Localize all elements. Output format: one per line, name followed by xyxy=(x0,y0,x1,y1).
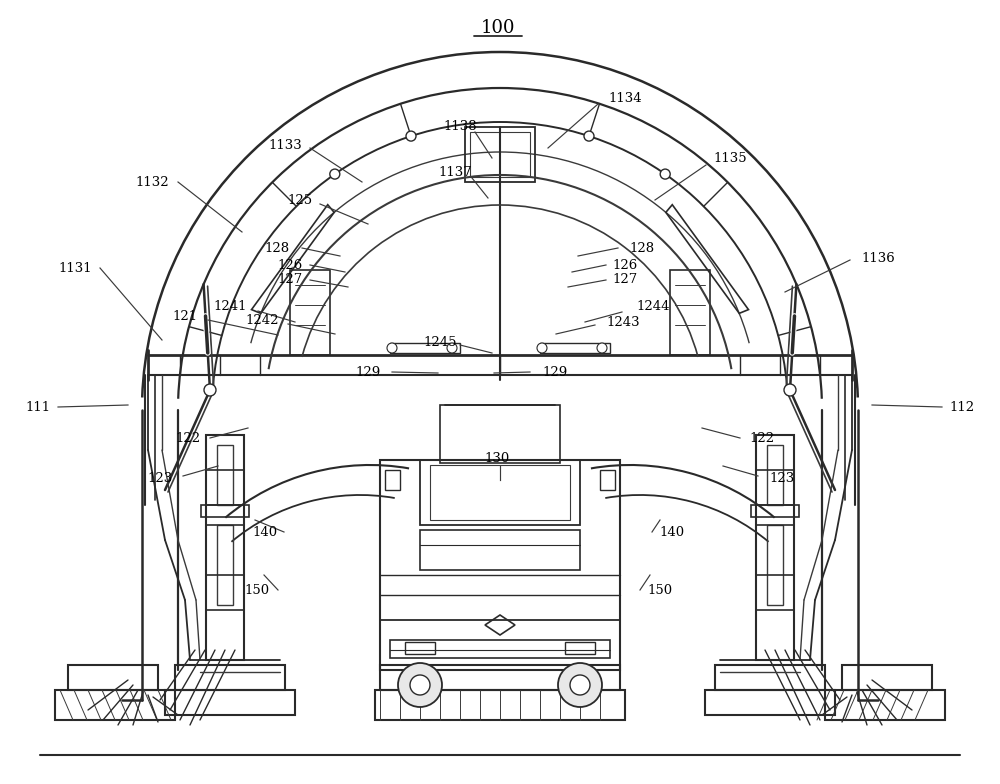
Text: 1132: 1132 xyxy=(135,176,169,188)
Text: 121: 121 xyxy=(172,310,198,322)
Bar xyxy=(565,642,595,654)
Text: 1241: 1241 xyxy=(213,299,247,313)
Text: 122: 122 xyxy=(175,431,201,445)
Text: 123: 123 xyxy=(769,471,795,485)
Text: 1138: 1138 xyxy=(443,119,477,132)
Text: 129: 129 xyxy=(542,365,568,379)
Circle shape xyxy=(584,131,594,141)
Bar xyxy=(390,343,460,353)
Text: 126: 126 xyxy=(277,259,303,271)
Circle shape xyxy=(406,131,416,141)
Text: 126: 126 xyxy=(612,259,638,271)
Bar xyxy=(206,435,244,660)
Circle shape xyxy=(447,343,457,353)
Circle shape xyxy=(410,675,430,695)
Text: 128: 128 xyxy=(629,241,655,255)
Circle shape xyxy=(558,663,602,707)
Circle shape xyxy=(330,169,340,179)
Circle shape xyxy=(398,663,442,707)
Text: 1244: 1244 xyxy=(636,299,670,313)
Text: 150: 150 xyxy=(244,583,270,597)
Circle shape xyxy=(660,169,670,179)
Text: 122: 122 xyxy=(749,431,775,445)
Bar xyxy=(405,642,435,654)
Text: 1134: 1134 xyxy=(608,92,642,104)
Bar xyxy=(440,405,560,463)
Text: 125: 125 xyxy=(287,194,313,206)
Circle shape xyxy=(204,384,216,396)
Bar xyxy=(385,470,400,490)
Bar xyxy=(175,665,285,690)
Bar xyxy=(705,690,835,715)
Circle shape xyxy=(537,343,547,353)
Bar xyxy=(217,445,233,505)
Bar xyxy=(540,343,610,353)
Circle shape xyxy=(570,675,590,695)
Bar xyxy=(600,470,615,490)
Bar xyxy=(670,270,710,355)
Circle shape xyxy=(387,343,397,353)
Text: 111: 111 xyxy=(25,401,51,413)
Bar xyxy=(767,525,783,605)
Text: 1135: 1135 xyxy=(713,151,747,165)
Text: 128: 128 xyxy=(264,241,290,255)
Bar xyxy=(380,460,620,670)
Bar xyxy=(715,665,825,690)
Bar xyxy=(465,127,535,182)
Text: 150: 150 xyxy=(647,583,673,597)
Bar xyxy=(390,640,610,658)
Bar xyxy=(756,435,794,660)
Text: 1137: 1137 xyxy=(438,165,472,179)
Text: 127: 127 xyxy=(612,273,638,285)
Text: 127: 127 xyxy=(277,273,303,285)
Text: 1131: 1131 xyxy=(58,262,92,274)
Bar xyxy=(751,505,799,517)
Text: 1242: 1242 xyxy=(245,314,279,326)
Bar xyxy=(55,690,175,720)
Text: 140: 140 xyxy=(252,525,278,539)
Text: 129: 129 xyxy=(355,365,381,379)
Circle shape xyxy=(784,384,796,396)
Bar xyxy=(430,465,570,520)
Bar xyxy=(842,665,932,690)
Bar xyxy=(380,665,620,690)
Bar xyxy=(290,270,330,355)
Text: 130: 130 xyxy=(484,452,510,464)
Bar xyxy=(217,525,233,605)
Text: 1136: 1136 xyxy=(861,252,895,264)
Bar xyxy=(420,530,580,570)
Text: 1245: 1245 xyxy=(423,336,457,349)
Bar xyxy=(420,460,580,525)
Bar xyxy=(201,505,249,517)
Bar xyxy=(767,445,783,505)
Bar xyxy=(68,665,158,690)
Circle shape xyxy=(597,343,607,353)
Text: 123: 123 xyxy=(147,471,173,485)
Bar xyxy=(470,132,530,177)
Bar xyxy=(375,690,625,720)
Text: 112: 112 xyxy=(949,401,975,413)
Text: 140: 140 xyxy=(659,525,685,539)
Bar xyxy=(825,690,945,720)
Text: 1243: 1243 xyxy=(606,315,640,328)
Text: 1133: 1133 xyxy=(268,139,302,151)
Bar xyxy=(165,690,295,715)
Text: 100: 100 xyxy=(481,19,515,37)
